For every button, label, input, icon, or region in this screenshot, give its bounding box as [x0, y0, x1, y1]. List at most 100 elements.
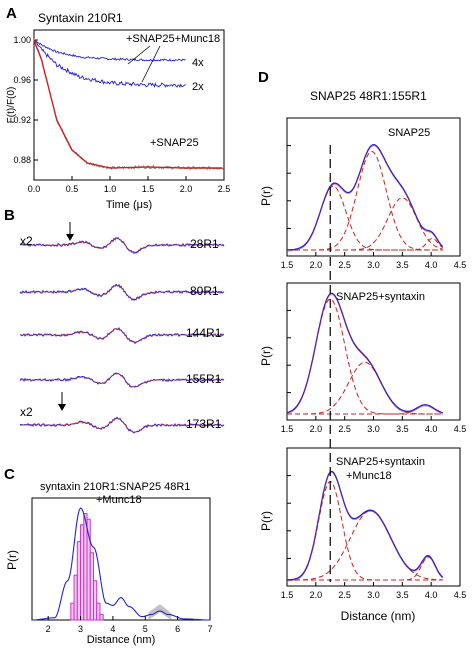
panel-b-label-80r1: 80R1 [190, 284, 219, 298]
panel-c-xtick-label: 2 [46, 624, 51, 634]
panel-d-title: SNAP25 48R1:155R1 [310, 89, 427, 103]
panel-c-xtick-label: 5 [143, 624, 148, 634]
panel-a-series-1 [33, 39, 186, 89]
panel-d-label-syntaxin-munc18-l1: SNAP25+syntaxin [336, 456, 425, 468]
panel-d-xtick-label: 4.0 [425, 590, 438, 600]
panel-a-pointer-1 [127, 45, 151, 65]
panel-c-uncertainty-band [148, 604, 172, 620]
panel-d-xtick-label: 2.5 [338, 424, 351, 434]
panel-d-data-line [286, 294, 443, 415]
panel-d-fit-line [287, 143, 444, 251]
panel-a-ylabel: F(t)/F(0) [6, 87, 17, 124]
panel-b: B 28R1 80R1 144R1 155R1 173R1 x2 x2 [4, 207, 225, 434]
panel-d-xtick-label: 1.5 [281, 424, 294, 434]
panel-a-xlabel: Time (μs) [106, 199, 152, 211]
panel-b-spectrum-fit [20, 373, 224, 388]
panel-d-fit-line [286, 470, 444, 581]
panel-a-pointer-2 [141, 45, 161, 83]
panel-c-frame [31, 497, 211, 621]
panel-d-xtick-label: 2.5 [338, 590, 351, 600]
panel-d-xtick-label: 4.5 [454, 424, 467, 434]
panel-a-title: Syntaxin 210R1 [38, 11, 123, 25]
panel-d-xtick-label: 4.0 [425, 424, 438, 434]
panel-a-xtick-label: 0.5 [66, 184, 79, 194]
panel-a-frame [33, 29, 225, 181]
panel-a-series-0 [33, 39, 186, 62]
panel-d-xtick-label: 3.5 [396, 260, 409, 270]
panel-a-xtick-label: 2.5 [218, 184, 231, 194]
panel-b-label-155r1: 155R1 [186, 372, 222, 386]
panel-a-letter: A [6, 5, 17, 22]
panel-a-series-fit [33, 39, 223, 169]
panel-c-xtick-label: 6 [175, 624, 180, 634]
panel-b-scale-x2-top: x2 [20, 234, 33, 248]
panel-a-ytick-label: 1.00 [13, 35, 31, 45]
panel-d-label-syntaxin: SNAP25+syntaxin [336, 291, 425, 303]
panel-d-data-line [286, 472, 443, 582]
panel-c-fit-line [31, 507, 210, 621]
panel-d-ylabel-2: P(r) [259, 346, 273, 366]
panel-b-arrow-bottom [58, 392, 66, 411]
panel-b-label-173r1: 173R1 [186, 417, 222, 431]
panel-d-xtick-label: 3.0 [367, 424, 380, 434]
panel-d-xtick-label: 3.0 [367, 260, 380, 270]
panel-d: D SNAP25 48R1:155R1 SNAP25 SNAP25+syntax… [258, 69, 466, 623]
panel-d-gaussian [286, 298, 443, 415]
panel-a-annot-4x: 4x [192, 57, 204, 69]
panel-b-letter: B [4, 207, 15, 224]
panel-d-ylabel-3: P(r) [259, 511, 273, 531]
panel-b-spectrum-fit [20, 285, 224, 300]
panel-b-spectrum-fit [20, 328, 224, 343]
panel-b-label-28r1: 28R1 [190, 237, 219, 251]
panel-d-xtick-label: 1.5 [281, 260, 294, 270]
panel-d-xtick-label: 3.0 [367, 590, 380, 600]
panel-c: C syntaxin 210R1:SNAP25 48R1 +Munc18 P(r… [4, 466, 213, 646]
panel-d-xtick-label: 2.5 [338, 260, 351, 270]
panel-d-gaussian [287, 150, 443, 251]
panel-d-xtick-label: 4.5 [454, 590, 467, 600]
panel-d-xtick-label: 2.0 [310, 590, 323, 600]
panel-d-gaussian [287, 237, 444, 251]
panel-a-xtick-label: 0.0 [28, 184, 41, 194]
panel-d-plot: 1.5 2.0 2.5 3.0 3.5 4.0 4.5 1.5 2.0 2.5 3.0 3.5 4.0 4… [281, 117, 467, 600]
panel-a-ytick-label: 0.88 [13, 155, 31, 165]
panel-d-xtick-label: 3.5 [396, 590, 409, 600]
panel-d-xtick-label: 1.5 [281, 590, 294, 600]
panel-c-xtick-label: 4 [110, 624, 115, 634]
panel-c-ylabel: P(r) [5, 550, 19, 570]
panel-a-xtick-label: 1.0 [104, 184, 117, 194]
panel-a-xtick-label: 2.0 [180, 184, 193, 194]
panel-d-fit-line [286, 292, 443, 414]
panel-c-xtick-label: 7 [207, 624, 212, 634]
panel-d-gaussian [286, 480, 443, 581]
panel-d-letter: D [258, 69, 269, 86]
panel-d-label-snap25: SNAP25 [388, 127, 430, 139]
panel-a-annot-2x: 2x [192, 81, 204, 93]
panel-b-scale-x2-bottom: x2 [20, 405, 33, 419]
panel-b-spectrum-fit [20, 418, 224, 433]
panel-c-bar [99, 613, 104, 621]
panel-a-traces [33, 38, 225, 171]
panel-d-xtick-label: 3.5 [396, 424, 409, 434]
panel-b-arrow-top [66, 222, 74, 241]
panel-d-label-syntaxin-munc18-l2: +Munc18 [346, 470, 392, 482]
panel-a-annot-munc18: +SNAP25+Munc18 [126, 33, 220, 45]
panel-a-ytick-label: 0.92 [13, 115, 31, 125]
panel-d-xtick-label: 4.0 [425, 260, 438, 270]
panel-b-spectrum-fit [20, 238, 224, 253]
panel-a: A Syntaxin 210R1 F(t)/F(0) Time (μs) 0.0… [6, 5, 230, 211]
panel-c-letter: C [4, 466, 15, 483]
panel-d-xtick-label: 2.0 [310, 260, 323, 270]
panel-d-xtick-label: 2.0 [310, 424, 323, 434]
panel-c-bar [92, 580, 98, 621]
panel-d-xlabel: Distance (nm) [341, 609, 416, 623]
panel-d-xtick-label: 4.5 [454, 260, 467, 270]
panel-c-ticks: 2 3 4 5 6 7 [46, 616, 213, 634]
panel-d-frame [286, 282, 461, 421]
panel-b-label-144r1: 144R1 [186, 326, 222, 340]
panel-a-annot-snap25: +SNAP25 [150, 137, 199, 149]
panel-c-title-line2: +Munc18 [96, 494, 142, 506]
panel-d-frame [286, 447, 461, 587]
panel-b-spectrum [19, 236, 225, 255]
